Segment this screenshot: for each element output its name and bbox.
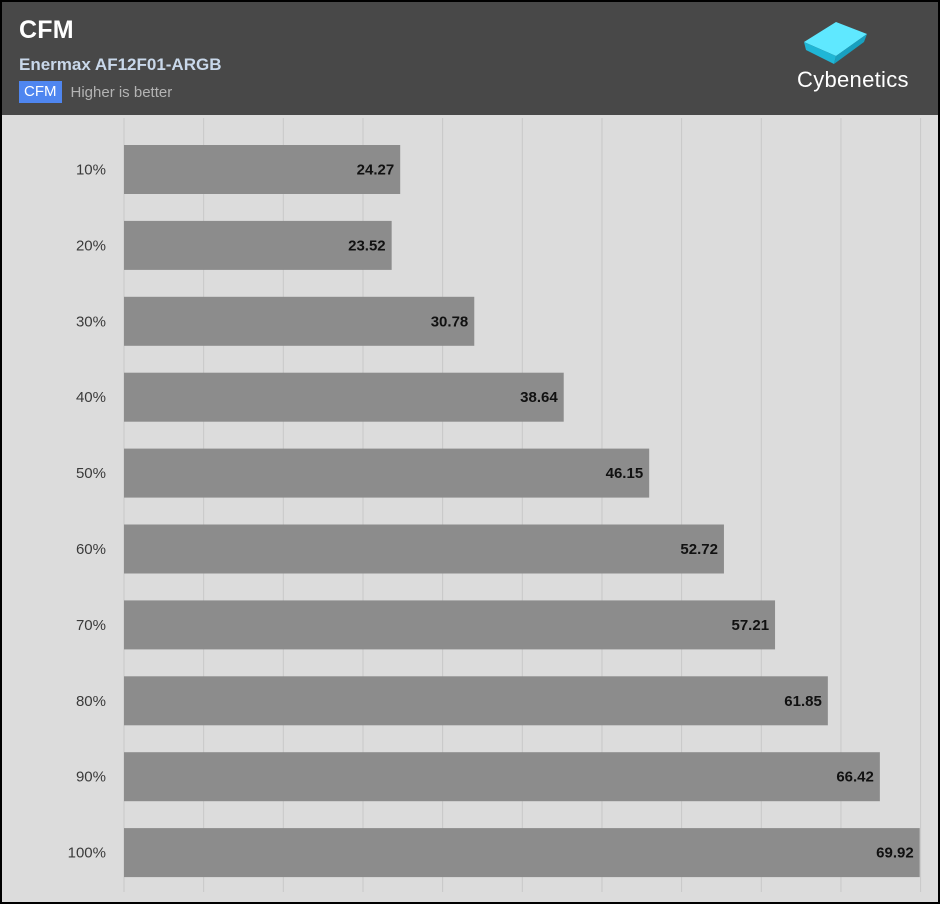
data-label: 61.85	[784, 693, 822, 710]
cybenetics-logo: Cybenetics	[794, 20, 914, 100]
bar	[124, 296, 475, 346]
category-label: 20%	[76, 237, 106, 254]
legend: CFM Higher is better	[19, 81, 172, 103]
bar	[124, 752, 880, 802]
data-label: 38.64	[520, 389, 558, 406]
category-label: 50%	[76, 465, 106, 482]
bar	[124, 524, 724, 574]
data-label: 69.92	[876, 845, 914, 862]
bar	[124, 372, 564, 422]
legend-series-label: CFM	[19, 81, 62, 103]
legend-note: Higher is better	[70, 83, 173, 101]
brand-name: Cybenetics	[797, 67, 909, 92]
category-label: 10%	[76, 162, 106, 179]
data-label: 46.15	[606, 465, 644, 482]
bar	[124, 676, 828, 726]
data-label: 30.78	[431, 313, 469, 330]
chart-title: CFM	[19, 16, 74, 44]
chart-header: CFM Enermax AF12F01-ARGB CFM Higher is b…	[2, 2, 938, 115]
data-label: 57.21	[732, 617, 770, 634]
category-label: 80%	[76, 693, 106, 710]
bar	[124, 600, 776, 650]
bar	[124, 220, 392, 270]
category-label: 70%	[76, 617, 106, 634]
bar	[124, 448, 650, 498]
bar	[124, 145, 401, 194]
data-label: 24.27	[357, 162, 395, 179]
data-label: 23.52	[348, 237, 386, 254]
chart-subtitle: Enermax AF12F01-ARGB	[19, 55, 222, 74]
data-label: 52.72	[680, 541, 718, 558]
bar	[124, 828, 920, 878]
category-label: 90%	[76, 769, 106, 786]
category-label: 60%	[76, 541, 106, 558]
data-label: 66.42	[836, 769, 874, 786]
category-label: 30%	[76, 313, 106, 330]
category-label: 40%	[76, 389, 106, 406]
category-label: 100%	[68, 845, 106, 862]
cube-icon	[804, 22, 867, 64]
